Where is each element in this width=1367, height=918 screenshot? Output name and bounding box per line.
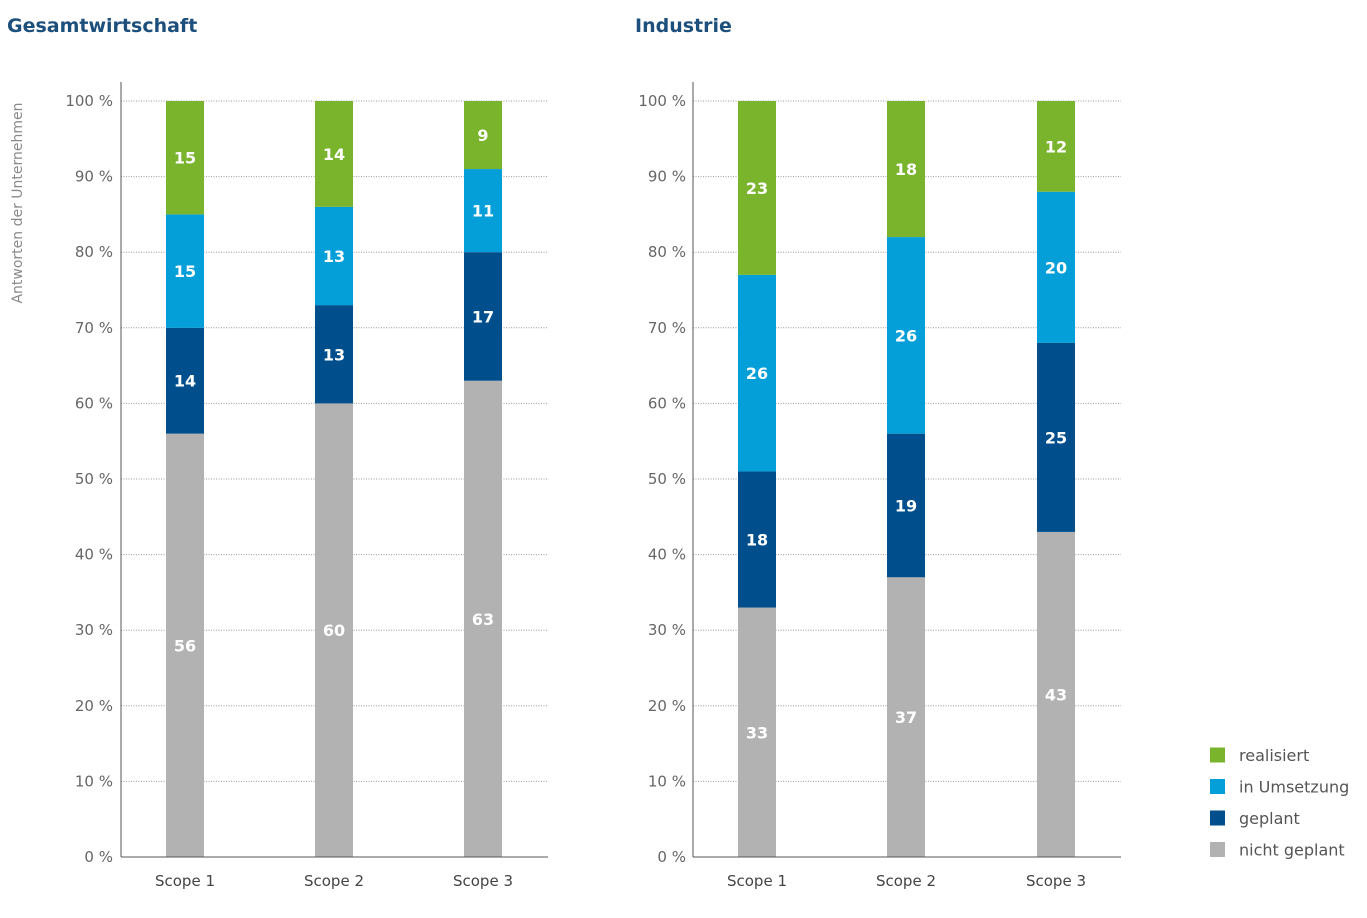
bar-value-label: 26	[895, 326, 917, 345]
bar-value-label: 9	[477, 126, 488, 145]
y-tick-label: 100 %	[65, 92, 113, 110]
legend-label-in-umsetzung: in Umsetzung	[1239, 778, 1349, 797]
bar-value-label: 63	[472, 610, 494, 629]
bar-value-label: 13	[323, 345, 345, 364]
y-tick-label: 30 %	[648, 621, 686, 639]
y-tick-label: 40 %	[75, 546, 113, 564]
bar-value-label: 23	[746, 179, 768, 198]
bar-value-label: 18	[746, 530, 768, 549]
legend-swatch-in-umsetzung	[1210, 779, 1225, 794]
y-tick-label: 50 %	[648, 470, 686, 488]
bar-value-label: 13	[323, 247, 345, 266]
bar-value-label: 14	[323, 145, 345, 164]
bar-value-label: 26	[746, 364, 768, 383]
y-axis-label: Antworten der Unternehmen	[10, 102, 26, 303]
y-tick-label: 30 %	[75, 621, 113, 639]
x-category-label: Scope 2	[876, 872, 936, 890]
bar-value-label: 18	[895, 160, 917, 179]
y-tick-label: 90 %	[648, 168, 686, 186]
bar-segment-nicht-geplant	[738, 607, 776, 857]
y-tick-label: 20 %	[75, 697, 113, 715]
legend-label-realisiert: realisiert	[1239, 746, 1309, 765]
legend: realisiert in Umsetzung geplant nicht gepla…	[1210, 746, 1349, 860]
bar-segment-in-umsetzung	[464, 169, 502, 253]
legend-swatch-geplant	[1210, 810, 1225, 826]
panel-title-gesamtwirtschaft: Gesamtwirtschaft	[7, 15, 197, 37]
bar-value-label: 25	[1045, 428, 1067, 447]
bar-value-label: 60	[323, 621, 345, 640]
bar-segment-geplant	[1037, 342, 1075, 532]
bar-segment-in-umsetzung	[1037, 191, 1075, 343]
bar-value-label: 15	[174, 149, 196, 168]
x-category-label: Scope 3	[1026, 872, 1086, 890]
y-tick-label: 0 %	[657, 848, 686, 866]
bar-value-label: 11	[472, 202, 494, 221]
bar-segment-nicht-geplant	[464, 380, 502, 857]
y-tick-label: 50 %	[75, 470, 113, 488]
bar-segment-realisiert	[1037, 101, 1075, 192]
bar-value-label: 43	[1045, 685, 1067, 704]
panel-industrie: Industrie 0 % 10 % 20 % 30 % 40 % 50 % 60 % 70 …	[635, 15, 1121, 890]
legend-swatch-nicht-geplant	[1210, 842, 1225, 857]
y-tick-label: 70 %	[75, 319, 113, 337]
bar-value-label: 33	[746, 723, 768, 742]
bar-segment-nicht-geplant	[1037, 531, 1075, 857]
bar-segment-geplant	[738, 471, 776, 608]
bar-value-label: 19	[895, 496, 917, 515]
bar-segment-in-umsetzung	[887, 237, 925, 434]
bar-segment-geplant	[166, 327, 204, 434]
y-tick-label: 20 %	[648, 697, 686, 715]
bar-segment-realisiert	[315, 101, 353, 207]
bar-segment-nicht-geplant	[887, 577, 925, 857]
panel-gesamtwirtschaft: Gesamtwirtschaft Antworten der Unternehm…	[7, 15, 548, 890]
y-tick-label: 80 %	[75, 243, 113, 261]
y-tick-label: 40 %	[648, 546, 686, 564]
y-tick-label: 60 %	[75, 394, 113, 412]
bar-segment-geplant	[315, 305, 353, 404]
bar-value-label: 15	[174, 262, 196, 281]
bar-segment-realisiert	[738, 101, 776, 275]
y-tick-label: 90 %	[75, 168, 113, 186]
legend-label-geplant: geplant	[1239, 809, 1300, 828]
y-tick-label: 0 %	[84, 848, 113, 866]
bar-segment-in-umsetzung	[166, 214, 204, 328]
y-tick-label: 10 %	[648, 772, 686, 790]
bar-segment-realisiert	[166, 101, 204, 215]
bar-value-label: 14	[174, 372, 196, 391]
bar-value-label: 37	[895, 708, 917, 727]
bar-segment-geplant	[464, 252, 502, 381]
bar-segment-geplant	[887, 433, 925, 578]
bar-segment-in-umsetzung	[738, 274, 776, 472]
panel-title-industrie: Industrie	[635, 15, 732, 37]
bar-segment-nicht-geplant	[166, 433, 204, 857]
bar-value-label: 17	[472, 307, 494, 326]
y-tick-label: 60 %	[648, 394, 686, 412]
bar-value-label: 20	[1045, 258, 1067, 277]
bar-segment-nicht-geplant	[315, 403, 353, 857]
bar-value-label: 12	[1045, 137, 1067, 156]
legend-swatch-realisiert	[1210, 747, 1225, 763]
bar-segment-realisiert	[887, 101, 925, 238]
legend-label-nicht-geplant: nicht geplant	[1239, 841, 1345, 860]
x-category-label: Scope 3	[453, 872, 513, 890]
x-category-label: Scope 1	[727, 872, 787, 890]
y-tick-label: 70 %	[648, 319, 686, 337]
x-category-label: Scope 1	[155, 872, 215, 890]
bar-segment-in-umsetzung	[315, 206, 353, 306]
y-tick-label: 80 %	[648, 243, 686, 261]
bar-value-label: 56	[174, 636, 196, 655]
bar-segment-realisiert	[464, 101, 502, 170]
y-tick-label: 100 %	[638, 92, 686, 110]
x-category-label: Scope 2	[304, 872, 364, 890]
y-tick-label: 10 %	[75, 772, 113, 790]
